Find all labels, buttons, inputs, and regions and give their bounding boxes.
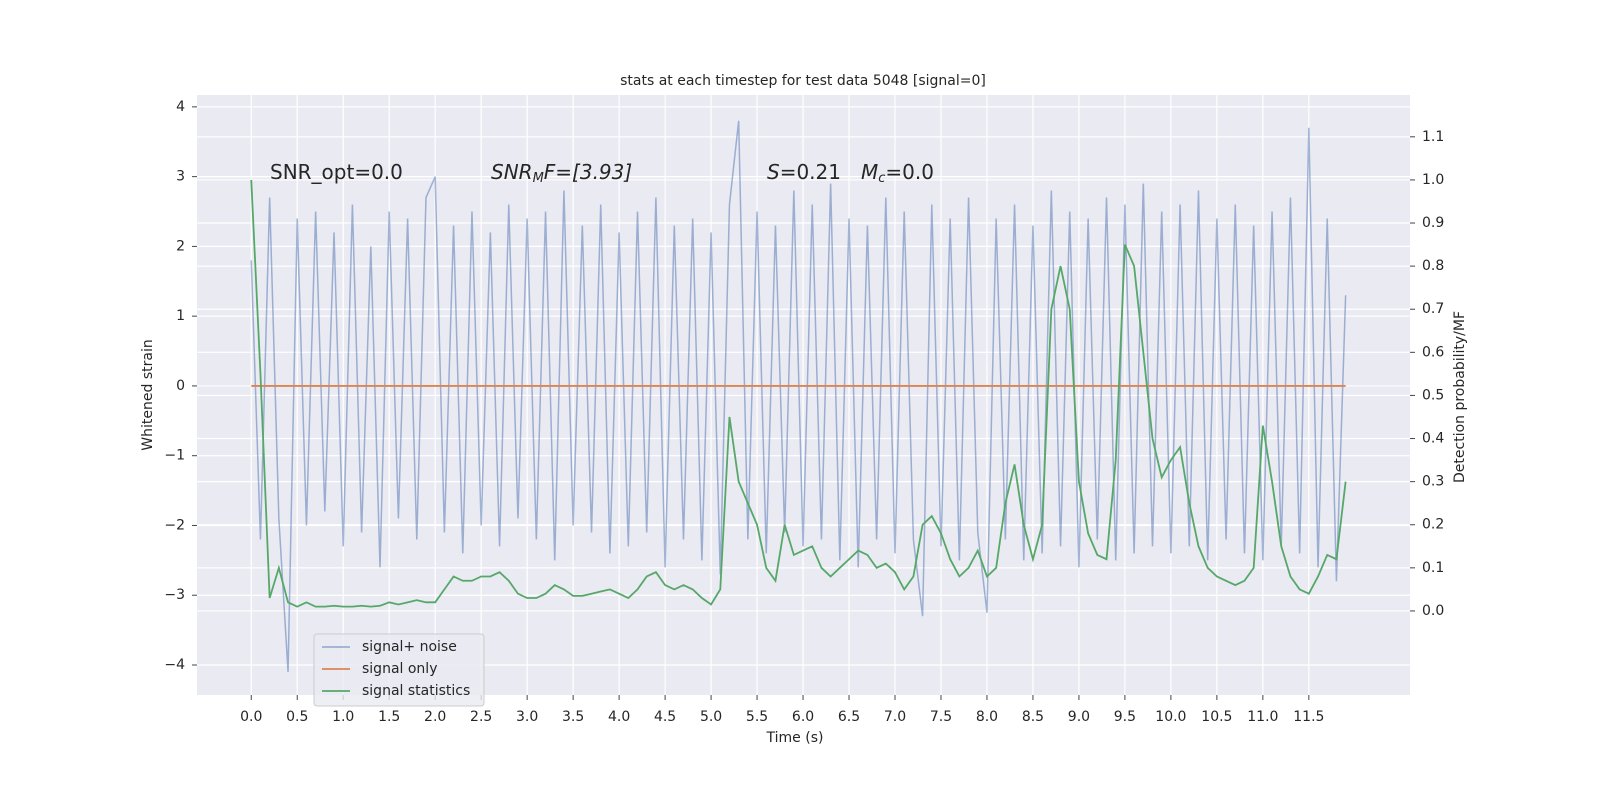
legend-label: signal+ noise	[362, 639, 457, 655]
x-tick-label: 7.0	[884, 709, 906, 725]
legend-label: signal statistics	[362, 683, 470, 699]
y-tick-label: −4	[164, 657, 185, 673]
x-tick-label: 11.5	[1293, 709, 1324, 725]
x-tick-label: 3.0	[516, 709, 538, 725]
y2-tick-label: 0.8	[1422, 258, 1444, 274]
y-axis-label: Whitened strain	[140, 339, 156, 450]
x-tick-label: 6.0	[792, 709, 814, 725]
x-tick-label: 2.0	[424, 709, 446, 725]
y2-tick-label: 1.1	[1422, 129, 1444, 145]
x-tick-label: 0.0	[240, 709, 262, 725]
x-tick-label: 10.5	[1201, 709, 1232, 725]
marks	[250, 120, 1347, 673]
y2-tick-label: 0.5	[1422, 387, 1444, 403]
x-tick-label: 11.0	[1247, 709, 1278, 725]
annotation-part: SNR_opt=0.0	[270, 160, 403, 184]
chart-title: stats at each timestep for test data 504…	[620, 73, 986, 89]
labels: 0.0 0.5 1.0 1.5 2.0 2.5 3.0 3.5 4.0 4.5 5.0 5.5 6.0 6…	[164, 99, 1444, 725]
x-tick-label: 5.5	[746, 709, 768, 725]
y-tick-label: 3	[176, 169, 185, 185]
x-tick-label: 8.5	[1022, 709, 1044, 725]
y-tick-label: 4	[176, 99, 185, 115]
y-tick-label: −2	[164, 517, 185, 533]
y-tick-label: −1	[164, 448, 185, 464]
x-tick-label: 9.0	[1068, 709, 1090, 725]
x-tick-label: 6.5	[838, 709, 860, 725]
y2-tick-label: 0.2	[1422, 517, 1444, 533]
x-tick-label: 2.5	[470, 709, 492, 725]
y-tick-label: 0	[176, 378, 185, 394]
annotation: SNRMF=[3.93]	[491, 160, 632, 186]
x-tick-label: 1.5	[378, 709, 400, 725]
series-line	[250, 179, 1347, 608]
annotation: SNR_opt=0.0	[270, 160, 403, 184]
annotation: S=0.21 Mc=0.0	[767, 160, 934, 186]
y2-axis-label: Detection probability/MF	[1452, 311, 1468, 483]
x-tick-label: 4.0	[608, 709, 630, 725]
annotation-part: M	[533, 171, 544, 186]
legend-label: signal only	[362, 661, 437, 677]
y2-tick-label: 0.7	[1422, 301, 1444, 317]
annotation-part: =0.0	[885, 160, 934, 184]
y-tick-label: −3	[164, 587, 185, 603]
series-line	[250, 120, 1347, 673]
y2-tick-label: 0.3	[1422, 474, 1444, 490]
annotation-part: F=[3.93]	[544, 160, 632, 184]
y-tick-label: 2	[176, 238, 185, 254]
y2-tick-label: 0.1	[1422, 560, 1444, 576]
annotation-part: M	[861, 160, 878, 184]
annotation-part: S	[767, 160, 780, 184]
y2-tick-label: 0.6	[1422, 344, 1444, 360]
y2-tick-label: 0.9	[1422, 215, 1444, 231]
annotation-part: =0.21	[780, 160, 841, 184]
x-tick-label: 8.0	[976, 709, 998, 725]
annotation-part: c	[878, 171, 885, 186]
x-tick-label: 4.5	[654, 709, 676, 725]
legend-box	[313, 633, 485, 707]
x-axis-label: Time (s)	[766, 730, 824, 746]
x-tick-label: 10.0	[1155, 709, 1186, 725]
x-tick-label: 7.5	[930, 709, 952, 725]
x-tick-label: 0.5	[286, 709, 308, 725]
y-tick-label: 1	[176, 308, 185, 324]
annotation-part: SNR	[491, 160, 533, 184]
x-tick-label: 9.5	[1114, 709, 1136, 725]
x-tick-label: 3.5	[562, 709, 584, 725]
y2-tick-label: 0.4	[1422, 431, 1444, 447]
y2-tick-label: 1.0	[1422, 172, 1444, 188]
y2-tick-label: 0.0	[1422, 603, 1444, 619]
x-tick-label: 5.0	[700, 709, 722, 725]
x-tick-label: 1.0	[332, 709, 354, 725]
